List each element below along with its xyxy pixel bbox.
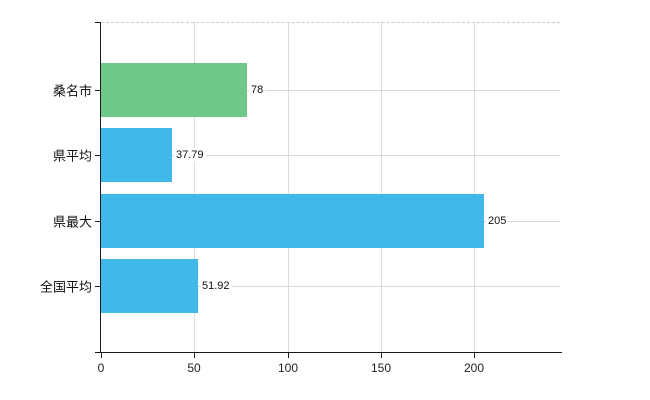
bar — [101, 194, 484, 248]
plot-top-border — [101, 22, 560, 23]
category-gridline — [101, 286, 560, 287]
x-tick-label: 150 — [370, 361, 392, 375]
value-label: 205 — [486, 213, 509, 228]
bar — [101, 63, 247, 117]
vertical-gridline — [194, 22, 196, 352]
vertical-gridline — [474, 22, 476, 352]
bar — [101, 259, 198, 313]
value-label: 78 — [249, 83, 266, 97]
category-gridline — [101, 90, 560, 91]
y-axis-tick — [95, 90, 101, 91]
y-axis-top-tick — [95, 22, 101, 23]
category-label: 県最大 — [52, 214, 92, 230]
category-label: 全国平均 — [39, 279, 92, 295]
y-axis-tick — [95, 286, 101, 287]
value-label: 37.79 — [174, 148, 206, 163]
x-tick-label: 50 — [187, 361, 201, 375]
x-tick-label: 100 — [277, 361, 299, 375]
x-axis-line — [95, 352, 562, 353]
category-gridline — [101, 155, 560, 156]
x-axis-tick — [101, 353, 102, 358]
category-label: 桑名市 — [52, 83, 92, 99]
x-axis-tick — [194, 353, 195, 358]
vertical-gridline — [380, 22, 382, 352]
x-axis-tick — [381, 353, 382, 358]
y-axis-line — [100, 22, 101, 352]
category-label: 県平均 — [52, 148, 92, 164]
x-tick-label: 0 — [97, 361, 105, 375]
x-axis-tick — [288, 353, 289, 358]
x-tick-label: 200 — [463, 361, 485, 375]
y-axis-tick — [95, 221, 101, 222]
value-label: 51.92 — [200, 278, 232, 293]
bar — [101, 128, 172, 182]
vertical-gridline — [287, 22, 289, 352]
y-axis-tick — [95, 155, 101, 156]
x-axis-tick — [474, 353, 475, 358]
